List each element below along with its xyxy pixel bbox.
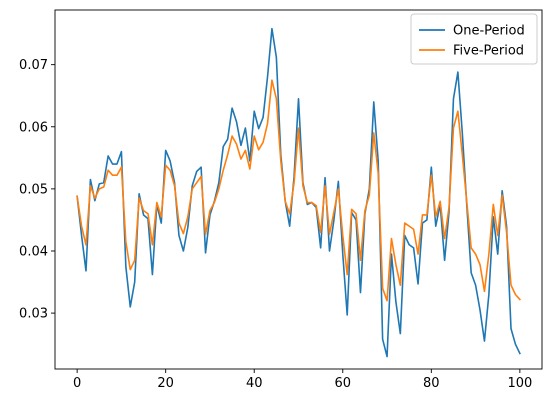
y-tick-label: 0.03	[19, 307, 48, 322]
series-lines	[76, 27, 521, 358]
y-tick-label: 0.05	[19, 182, 48, 197]
plot-area	[55, 10, 542, 369]
legend-label-one-period: One-Period	[453, 24, 525, 39]
y-tick-label: 0.04	[19, 244, 48, 259]
series-line-five-period	[76, 79, 521, 302]
plot-frame	[54, 9, 543, 370]
axes	[54, 9, 543, 370]
legend-box	[410, 13, 538, 65]
x-tick-label: 100	[507, 376, 532, 391]
y-tick-label: 0.07	[19, 58, 48, 73]
x-tick-label: 20	[157, 376, 174, 391]
x-axis-ticks: 0 20 40 60 80 100	[73, 369, 532, 391]
y-tick-label: 0.06	[19, 120, 48, 135]
x-tick-label: 60	[334, 376, 351, 391]
x-tick-label: 40	[246, 376, 263, 391]
legend-label-five-period: Five-Period	[453, 44, 524, 59]
x-tick-label: 80	[423, 376, 440, 391]
x-tick-label: 0	[73, 376, 81, 391]
y-axis-ticks: 0.03 0.04 0.05 0.06 0.07	[19, 58, 55, 322]
legend: One-Period Five-Period	[410, 13, 538, 65]
series-line-one-period	[76, 27, 521, 358]
